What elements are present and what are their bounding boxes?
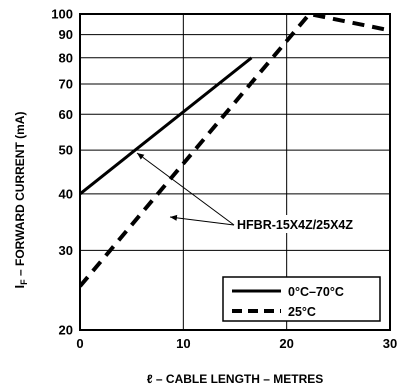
legend: 0°C–70°C 25°C bbox=[222, 276, 381, 322]
annotation-arrow-solid bbox=[136, 152, 235, 226]
y-tick-label: 40 bbox=[59, 186, 73, 201]
x-tick-label: 10 bbox=[176, 336, 190, 351]
y-tick-label: 30 bbox=[59, 243, 73, 258]
y-tick-label: 60 bbox=[59, 107, 73, 122]
x-tick-label: 0 bbox=[76, 336, 83, 351]
grid bbox=[80, 14, 390, 330]
tick-labels: 0 10 20 30 20 30 40 50 60 70 80 90 100 bbox=[51, 7, 397, 352]
y-axis-label: IF – FORWARD CURRENT (mA) bbox=[12, 112, 29, 289]
y-tick-label: 70 bbox=[59, 77, 73, 92]
annotation-label: HFBR-15X4Z/25X4Z bbox=[237, 218, 353, 232]
annotation-label-bg bbox=[235, 215, 353, 233]
y-tick-label: 50 bbox=[59, 143, 73, 158]
annotation-arrow-dashed bbox=[169, 214, 235, 226]
series-layer bbox=[80, 14, 390, 288]
legend-box bbox=[222, 276, 381, 322]
legend-label-solid: 0°C–70°C bbox=[288, 285, 344, 299]
y-tick-label: 100 bbox=[51, 7, 73, 22]
y-tick-label: 80 bbox=[59, 50, 73, 65]
y-tick-label: 20 bbox=[59, 323, 73, 338]
annotation: HFBR-15X4Z/25X4Z bbox=[136, 152, 353, 233]
series-line-dashed bbox=[80, 14, 390, 288]
x-tick-label: 30 bbox=[383, 336, 397, 351]
series-line-solid bbox=[80, 56, 253, 196]
plot-frame bbox=[79, 13, 391, 331]
x-axis-label: ℓ – CABLE LENGTH – METRES bbox=[147, 372, 324, 386]
y-tick-label: 90 bbox=[59, 27, 73, 42]
x-tick-label: 20 bbox=[279, 336, 293, 351]
legend-label-dashed: 25°C bbox=[288, 305, 316, 319]
